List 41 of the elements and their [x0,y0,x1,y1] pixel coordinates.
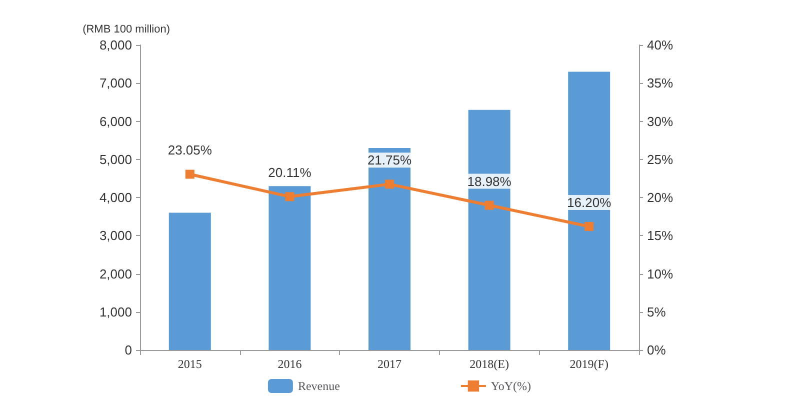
legend-label: YoY(%) [490,379,532,393]
point [285,192,294,202]
data-label: 20.11% [268,165,312,180]
y-tick-label: 6,000 [99,114,132,129]
data-label: 21.75% [367,152,412,168]
y2-tick-label: 35% [647,76,674,91]
point [584,222,594,231]
point [484,200,494,210]
data-label: 18.98% [467,174,512,189]
bar [268,186,311,350]
y2-tick-label: 5% [647,304,666,320]
y-tick-label: 5,000 [99,152,132,167]
data-label: 23.05% [168,142,212,158]
bar [168,212,211,350]
y2-tick-label: 10% [647,266,674,282]
y-axis-title: (RMB 100 million) [82,24,170,36]
bar [468,110,510,350]
data-label: 16.20% [567,194,612,210]
y2-tick-label: 15% [647,228,674,244]
y2-tick-label: 0% [647,342,666,358]
x-tick-label: 2017 [378,357,402,371]
y2-tick-label: 20% [647,190,674,205]
y-tick-label: 3,000 [99,228,132,244]
bar [368,148,410,350]
point [385,180,394,189]
y-tick-label: 2,000 [99,266,132,282]
bar [568,72,610,350]
x-tick-label: 2016 [278,357,302,371]
x-tick-label: 2018(E) [470,357,509,371]
y-tick-label: 8,000 [99,38,132,52]
y2-tick-label: 40% [647,38,674,52]
y-tick-label: 0 [124,342,132,358]
point [185,170,194,179]
y-tick-label: 4,000 [99,190,132,205]
y2-tick-label: 30% [647,114,674,129]
y-tick-label: 1,000 [99,304,132,320]
x-tick-label: 2019(F) [570,357,608,371]
y2-tick-label: 25% [647,152,674,167]
y-tick-label: 7,000 [99,76,132,91]
legend-label: Revenue [298,379,340,393]
x-tick-label: 2015 [178,357,202,371]
